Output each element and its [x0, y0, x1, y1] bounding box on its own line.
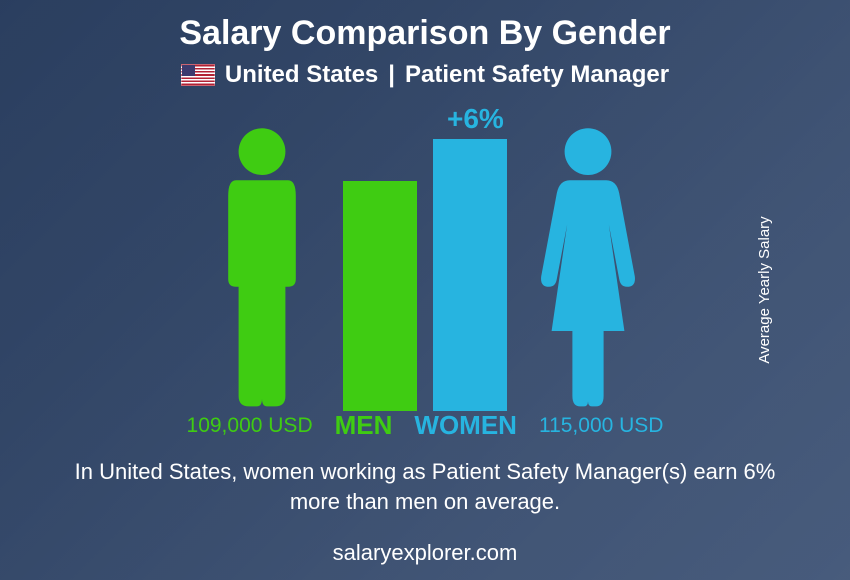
men-label: MEN	[335, 410, 393, 441]
separator: |	[388, 61, 395, 89]
job-title-text: Patient Safety Manager	[405, 61, 669, 89]
woman-icon	[523, 121, 653, 411]
women-salary: 115,000 USD	[539, 414, 664, 438]
women-label: WOMEN	[414, 410, 517, 441]
country-text: United States	[225, 61, 378, 89]
man-icon	[197, 121, 327, 411]
women-bar	[433, 139, 507, 411]
labels-row: 109,000 USD MEN WOMEN 115,000 USD	[187, 410, 664, 441]
men-bar	[343, 181, 417, 411]
us-flag-icon	[181, 64, 215, 86]
y-axis-label: Average Yearly Salary	[756, 216, 773, 363]
summary-text: In United States, women working as Patie…	[0, 457, 850, 516]
men-salary: 109,000 USD	[187, 414, 313, 438]
subtitle-row: United States | Patient Safety Manager	[0, 61, 850, 89]
page-title: Salary Comparison By Gender	[0, 0, 850, 53]
footer-source: salaryexplorer.com	[0, 540, 850, 566]
bars-and-icons	[197, 121, 653, 411]
chart-area: +6% 109,000 USD MEN WOMEN 115,000 USD	[0, 101, 850, 441]
